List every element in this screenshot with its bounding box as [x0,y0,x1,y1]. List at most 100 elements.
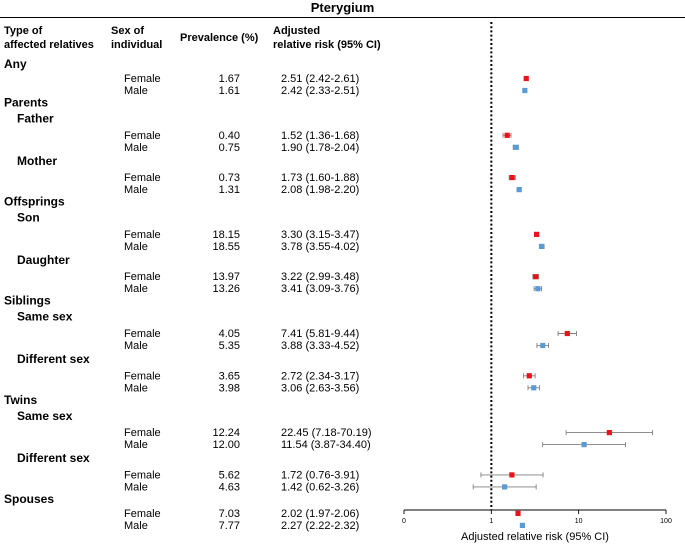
row-sex: Female [124,271,161,283]
row-prevalence: 12.24 [212,427,240,439]
chart-title: Pterygium [311,0,375,15]
row-sex: Female [124,73,161,85]
row-prevalence: 18.55 [212,241,240,253]
row-sex: Female [124,328,161,340]
row-adjusted-rr: 22.45 (7.18-70.19) [281,427,372,439]
row-prevalence: 18.15 [212,229,240,241]
row-sex: Male [124,340,148,352]
marker-male [519,522,526,528]
x-tick-label: 1 [489,518,493,525]
row-adjusted-rr: 11.54 (3.87-34.40) [281,439,371,451]
row-prevalence: 1.67 [219,73,240,85]
row-prevalence: 3.65 [219,370,240,382]
row-sex: Female [124,427,161,439]
marker-male [581,442,587,448]
row-sex: Male [124,520,148,532]
marker-male [502,484,508,490]
marker-female [523,75,529,82]
header-adjusted-rr: Adjusted relative risk (95% CI) [273,25,381,51]
row-subgroup-label: Mother [17,154,57,168]
row-prevalence: 5.35 [219,340,240,352]
row-prevalence: 1.61 [219,85,240,97]
row-adjusted-rr: 2.02 (1.97-2.06) [281,508,359,520]
row-sex: Male [124,184,148,196]
row-adjusted-rr: 1.72 (0.76-3.91) [281,469,359,481]
row-adjusted-rr: 2.08 (1.98-2.20) [281,184,359,196]
row-adjusted-rr: 2.51 (2.42-2.61) [281,73,359,85]
marker-female [606,430,612,436]
row-adjusted-rr: 3.30 (3.15-3.47) [281,229,359,241]
row-adjusted-rr: 7.41 (5.81-9.44) [281,328,359,340]
marker-male [539,243,545,249]
row-subgroup-label: Daughter [17,253,70,267]
row-group-label: Siblings [4,294,51,308]
row-adjusted-rr: 3.22 (2.99-3.48) [281,271,359,283]
row-sex: Male [124,241,148,253]
row-prevalence: 0.40 [219,130,240,142]
row-adjusted-rr: 3.41 (3.09-3.76) [281,283,359,295]
row-adjusted-rr: 3.06 (2.63-3.56) [281,382,359,394]
row-sex: Male [124,439,148,451]
row-adjusted-rr: 1.90 (1.78-2.04) [281,142,359,154]
row-sex: Male [124,85,148,97]
row-sex: Male [124,283,148,295]
marker-female [515,510,521,516]
row-group-label: Any [4,57,27,71]
marker-female [509,175,515,181]
row-adjusted-rr: 1.52 (1.36-1.68) [281,130,359,142]
row-sex: Male [124,142,148,154]
row-sex: Female [124,469,161,481]
row-sex: Female [124,172,161,184]
row-sex: Male [124,481,148,493]
x-tick-label: 100 [660,518,672,525]
marker-male [513,144,519,150]
marker-male [522,87,528,94]
row-prevalence: 5.62 [219,469,240,481]
x-axis-title: Adjusted relative risk (95% CI) [461,531,609,543]
row-prevalence: 12.00 [212,439,240,451]
marker-female [564,330,570,337]
row-sex: Female [124,229,161,241]
marker-male [531,385,537,391]
row-adjusted-rr: 3.78 (3.55-4.02) [281,241,359,253]
header-sex: Sex of individual [111,25,162,51]
row-subgroup-label: Different sex [17,352,90,366]
row-group-label: Offsprings [4,195,65,209]
row-subgroup-label: Father [17,112,54,126]
row-group-label: Twins [4,393,37,407]
marker-female [509,472,515,478]
row-adjusted-rr: 1.73 (1.60-1.88) [281,172,359,184]
row-adjusted-rr: 2.72 (2.34-3.17) [281,370,359,382]
row-prevalence: 0.73 [219,172,240,184]
x-tick-label: 10 [575,518,583,525]
row-subgroup-label: Son [17,211,40,225]
row-sex: Female [124,508,161,520]
row-adjusted-rr: 1.42 (0.62-3.26) [281,481,359,493]
marker-male [540,342,546,349]
row-adjusted-rr: 2.27 (2.22-2.32) [281,520,359,532]
marker-male [535,286,541,292]
marker-male [516,187,522,193]
row-adjusted-rr: 3.88 (3.33-4.52) [281,340,359,352]
row-prevalence: 7.77 [219,520,240,532]
row-prevalence: 7.03 [219,508,240,520]
header-relatives: Type of affected relatives [4,25,94,51]
marker-female [504,132,510,138]
row-subgroup-label: Same sex [17,310,73,324]
marker-female [534,231,540,237]
marker-female [533,274,539,280]
row-sex: Female [124,370,161,382]
row-group-label: Parents [4,96,48,110]
row-prevalence: 1.31 [219,184,240,196]
row-subgroup-label: Same sex [17,409,73,423]
row-sex: Male [124,382,148,394]
row-prevalence: 4.05 [219,328,240,340]
row-prevalence: 4.63 [219,481,240,493]
row-prevalence: 3.98 [219,382,240,394]
header-prevalence: Prevalence (%) [180,32,259,44]
row-prevalence: 0.75 [219,142,240,154]
row-prevalence: 13.26 [212,283,240,295]
x-tick-label: 0 [402,518,406,525]
